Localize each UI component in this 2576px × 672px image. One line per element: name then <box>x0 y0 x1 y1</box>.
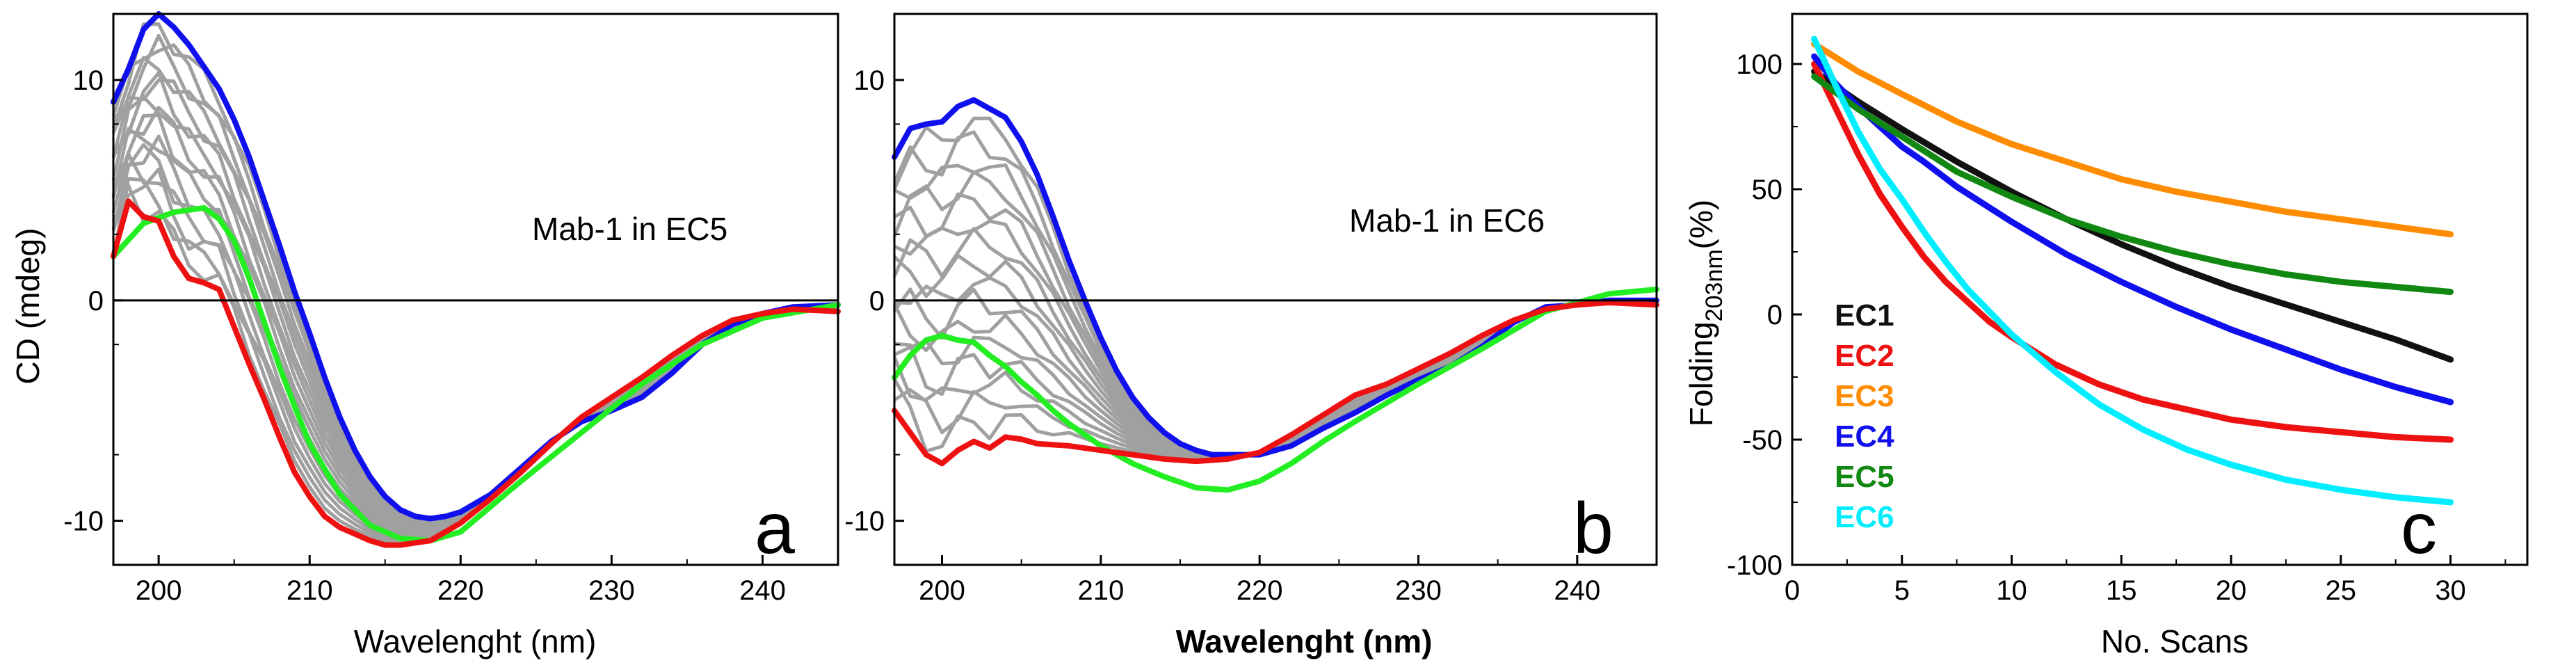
panel-a-green-trace <box>111 205 841 544</box>
panel-a-gray-scan-13 <box>111 152 839 539</box>
panel-c-ytick-label-2: 0 <box>1767 300 1782 330</box>
panel-c-ytick-label-1: -50 <box>1742 425 1782 456</box>
panel-b-annotation: Mab-1 in EC6 <box>1349 202 1545 239</box>
panel-a-ylabel: CD (mdeg) <box>10 228 46 385</box>
panel-b-axes-frame <box>893 13 1658 566</box>
panel-a-ticks: 200 210 220 230 240 -10 0 10 <box>63 13 839 606</box>
panel-c-legend: EC1 EC2 EC3 EC4 EC5 EC6 <box>1835 298 1894 534</box>
panel-b-gray-scan-6 <box>893 219 1657 458</box>
panel-b-xtick-label-2: 220 <box>1237 575 1283 606</box>
panel-a-gray-scan-8 <box>111 106 839 531</box>
panel-c-ytick-label-3: 50 <box>1752 175 1783 205</box>
panel-b-red-trace <box>892 300 1659 467</box>
panel-c-ytick-label-4: 100 <box>1736 49 1782 80</box>
panel-a-gray-scan-15 <box>111 177 839 543</box>
panel-c-ylabel: Folding203nm(%) <box>1683 200 1728 426</box>
panel-c-series-ec4 <box>1811 53 2454 406</box>
panel-c-xtick-label-6: 30 <box>2435 575 2466 606</box>
panel-a-xtick-label-2: 220 <box>437 575 484 606</box>
panel-c-xtick-label-5: 25 <box>2326 575 2357 606</box>
panel-b-ytick-label-1: 0 <box>869 286 885 317</box>
panel-b-xlabel: Wavelenght (nm) <box>1176 623 1433 659</box>
panel-a-axes-frame <box>112 13 839 566</box>
panel-c-letter: c <box>2401 488 2437 569</box>
panel-c-series-ec5 <box>1811 73 2454 296</box>
panel-c-legend-ec4: EC4 <box>1835 419 1894 454</box>
panel-b-xtick-label-4: 240 <box>1554 575 1600 606</box>
panel-b-xtick-label-0: 200 <box>919 575 965 606</box>
panel-c-legend-ec6: EC6 <box>1835 500 1894 534</box>
panel-a-xtick-label-3: 230 <box>588 575 635 606</box>
panel-b-gray-scan-8 <box>893 253 1657 459</box>
panel-b-intermediate-scans <box>892 116 1657 463</box>
panel-a: 200 210 220 230 240 -10 0 10 Mab-1 in EC5 a Wav… <box>10 11 841 659</box>
panel-a-ytick-label-0: -10 <box>63 506 104 537</box>
panel-c-legend-ec5: EC5 <box>1835 460 1894 494</box>
panel-a-annotation: Mab-1 in EC5 <box>532 211 727 247</box>
panel-c-ylabel-unit: (%) <box>1683 200 1719 250</box>
panel-c-xtick-label-4: 20 <box>2216 575 2247 606</box>
panel-a-blue-trace <box>111 11 841 522</box>
panel-b-ytick-label-0: -10 <box>844 506 885 537</box>
panel-a-ytick-label-1: 0 <box>88 286 104 317</box>
panel-a-xtick-label-4: 240 <box>739 575 786 606</box>
panel-c-series-ec3 <box>1811 40 2454 238</box>
panel-c-xtick-label-0: 0 <box>1785 575 1800 606</box>
panel-c-axes-frame <box>1791 13 2529 566</box>
panel-c-series <box>1811 35 2454 506</box>
panel-a-letter: a <box>755 488 795 569</box>
panel-c-legend-ec2: EC2 <box>1835 339 1894 373</box>
panel-a-series <box>111 11 841 548</box>
panel-c-xlabel: No. Scans <box>2101 623 2248 659</box>
panel-c-ylabel-sub: 203nm <box>1701 249 1728 321</box>
panel-c-ylabel-main: Folding <box>1683 321 1719 426</box>
panel-a-red-trace <box>111 198 841 548</box>
panel-c-ytick-label-0: -100 <box>1727 550 1782 581</box>
panel-b-letter: b <box>1573 488 1613 569</box>
panel-a-xtick-label-1: 210 <box>287 575 333 606</box>
panel-c-xtick-label-1: 5 <box>1894 575 1910 606</box>
panel-c-xtick-label-3: 15 <box>2106 575 2137 606</box>
panel-a-xlabel: Wavelenght (nm) <box>354 623 597 659</box>
panel-c-series-ec1 <box>1811 68 2454 363</box>
panel-b-ytick-label-2: 10 <box>854 65 885 96</box>
panel-a-intermediate-scans <box>111 22 839 545</box>
panel-c-legend-ec1: EC1 <box>1835 298 1894 333</box>
panel-c-xtick-label-2: 10 <box>1996 575 2027 606</box>
panel-b-ticks: 200 210 220 230 240 -10 0 10 <box>844 13 1657 606</box>
panel-c-series-ec6 <box>1811 35 2454 506</box>
panel-b: 200 210 220 230 240 -10 0 10 Mab-1 in EC6 b Wav… <box>844 13 1659 659</box>
panel-c-legend-ec3: EC3 <box>1835 379 1894 413</box>
panel-a-ytick-label-2: 10 <box>73 65 104 96</box>
panel-b-blue-trace <box>892 97 1659 458</box>
panel-a-xtick-label-0: 200 <box>136 575 182 606</box>
panel-b-xtick-label-1: 210 <box>1077 575 1124 606</box>
panel-b-xtick-label-3: 230 <box>1395 575 1442 606</box>
panel-b-series <box>892 97 1659 493</box>
panel-c-ticks: 0 5 10 15 20 25 30 -100 -50 0 50 100 <box>1727 49 2506 606</box>
